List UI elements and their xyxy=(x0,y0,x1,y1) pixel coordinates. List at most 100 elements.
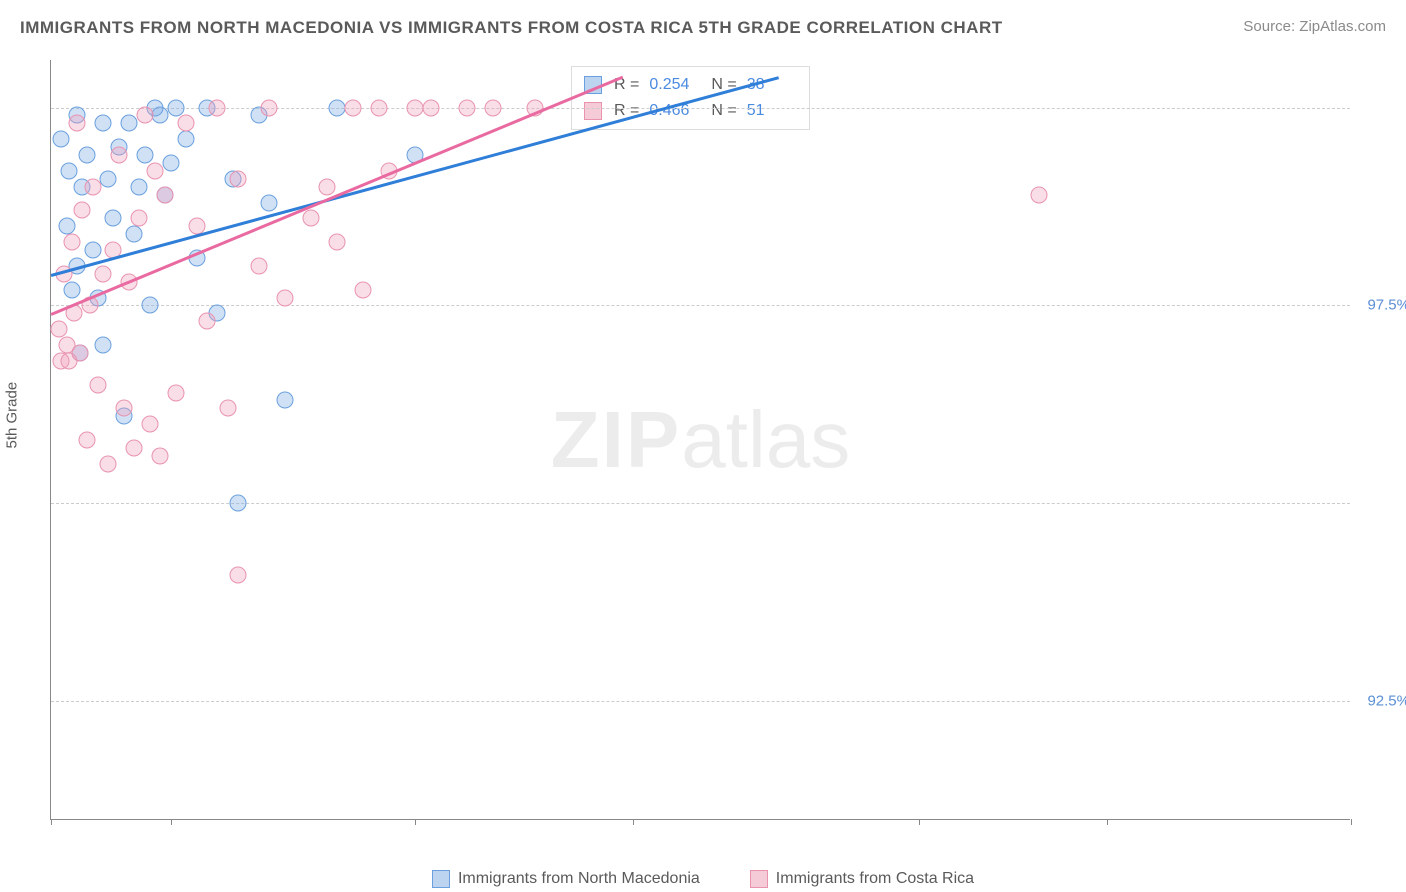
gridline-h xyxy=(51,108,1350,109)
scatter-point xyxy=(53,131,70,148)
gridline-h xyxy=(51,701,1350,702)
scatter-point xyxy=(141,416,158,433)
scatter-point xyxy=(152,107,169,124)
scatter-point xyxy=(251,107,268,124)
scatter-point xyxy=(63,281,80,298)
scatter-point xyxy=(230,566,247,583)
scatter-point xyxy=(219,400,236,417)
scatter-point xyxy=(95,115,112,132)
scatter-point xyxy=(89,376,106,393)
legend-r-label-0: R = xyxy=(614,72,639,98)
scatter-point xyxy=(110,139,127,156)
x-tick xyxy=(415,819,416,825)
scatter-point xyxy=(53,352,70,369)
scatter-point xyxy=(209,305,226,322)
bottom-legend-item-0: Immigrants from North Macedonia xyxy=(432,870,700,888)
scatter-point xyxy=(50,321,67,338)
bottom-legend-label-0: Immigrants from North Macedonia xyxy=(458,870,700,888)
scatter-point xyxy=(225,170,242,187)
scatter-point xyxy=(121,115,138,132)
scatter-point xyxy=(69,115,86,132)
scatter-point xyxy=(63,234,80,251)
scatter-point xyxy=(178,115,195,132)
scatter-point xyxy=(79,432,96,449)
scatter-point xyxy=(126,439,143,456)
scatter-point xyxy=(230,170,247,187)
scatter-point xyxy=(261,194,278,211)
legend-swatch-1 xyxy=(584,102,602,120)
scatter-point xyxy=(277,392,294,409)
scatter-point xyxy=(167,384,184,401)
legend-r-value-0: 0.254 xyxy=(649,72,699,98)
scatter-point xyxy=(131,210,148,227)
watermark: ZIPatlas xyxy=(551,394,850,486)
scatter-point xyxy=(115,400,132,417)
chart-plot-area: ZIPatlas R = 0.254 N = 38 R = 0.466 N = … xyxy=(50,60,1350,820)
scatter-point xyxy=(100,455,117,472)
scatter-point xyxy=(355,281,372,298)
y-axis-label: 5th Grade xyxy=(4,382,21,449)
scatter-point xyxy=(147,162,164,179)
bottom-legend-item-1: Immigrants from Costa Rica xyxy=(750,870,974,888)
scatter-point xyxy=(136,147,153,164)
scatter-point xyxy=(318,178,335,195)
y-tick-label: 97.5% xyxy=(1355,297,1406,314)
scatter-point xyxy=(58,337,75,354)
scatter-point xyxy=(71,344,88,361)
source-attribution: Source: ZipAtlas.com xyxy=(1243,18,1386,35)
legend-row-series-0: R = 0.254 N = 38 xyxy=(584,72,797,98)
scatter-point xyxy=(329,234,346,251)
scatter-point xyxy=(95,337,112,354)
scatter-point xyxy=(61,352,78,369)
scatter-point xyxy=(178,131,195,148)
scatter-point xyxy=(303,210,320,227)
scatter-point xyxy=(58,218,75,235)
x-tick xyxy=(633,819,634,825)
scatter-point xyxy=(157,186,174,203)
x-tick xyxy=(171,819,172,825)
scatter-point xyxy=(74,202,91,219)
scatter-point xyxy=(277,289,294,306)
scatter-point xyxy=(157,186,174,203)
y-tick-label: 92.5% xyxy=(1355,693,1406,710)
scatter-point xyxy=(110,147,127,164)
x-tick xyxy=(51,819,52,825)
scatter-point xyxy=(162,154,179,171)
scatter-point xyxy=(1031,186,1048,203)
scatter-point xyxy=(95,265,112,282)
bottom-legend-swatch-0 xyxy=(432,870,450,888)
trend-line xyxy=(51,76,624,316)
bottom-legend-swatch-1 xyxy=(750,870,768,888)
bottom-legend-label-1: Immigrants from Costa Rica xyxy=(776,870,974,888)
correlation-legend: R = 0.254 N = 38 R = 0.466 N = 51 xyxy=(571,66,810,130)
x-tick xyxy=(1107,819,1108,825)
watermark-zip: ZIP xyxy=(551,395,681,484)
scatter-point xyxy=(152,447,169,464)
legend-n-value-1: 51 xyxy=(747,98,797,124)
gridline-h xyxy=(51,305,1350,306)
scatter-point xyxy=(61,162,78,179)
scatter-point xyxy=(74,178,91,195)
scatter-point xyxy=(79,147,96,164)
legend-n-label-1: N = xyxy=(711,98,736,124)
scatter-point xyxy=(131,178,148,195)
trend-line xyxy=(51,76,780,276)
scatter-point xyxy=(84,178,101,195)
source-link[interactable]: ZipAtlas.com xyxy=(1299,18,1386,35)
bottom-legend: Immigrants from North Macedonia Immigran… xyxy=(0,870,1406,888)
x-tick xyxy=(919,819,920,825)
x-tick xyxy=(1351,819,1352,825)
chart-title: IMMIGRANTS FROM NORTH MACEDONIA VS IMMIG… xyxy=(20,18,1003,38)
source-prefix: Source: xyxy=(1243,18,1299,35)
scatter-point xyxy=(126,226,143,243)
scatter-point xyxy=(105,210,122,227)
scatter-point xyxy=(100,170,117,187)
watermark-atlas: atlas xyxy=(681,395,850,484)
scatter-point xyxy=(69,107,86,124)
gridline-h xyxy=(51,503,1350,504)
scatter-point xyxy=(84,242,101,259)
scatter-point xyxy=(115,408,132,425)
scatter-point xyxy=(251,257,268,274)
scatter-point xyxy=(136,107,153,124)
scatter-point xyxy=(71,344,88,361)
